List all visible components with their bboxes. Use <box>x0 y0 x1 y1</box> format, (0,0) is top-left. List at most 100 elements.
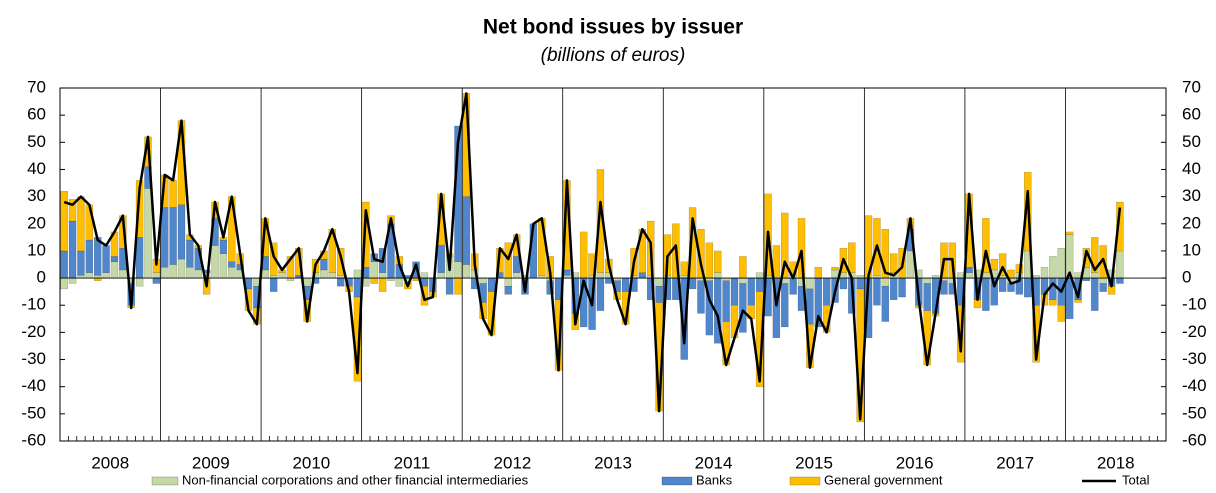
bar-segment <box>1065 231 1074 235</box>
bar-segment <box>462 264 471 279</box>
bar-segment <box>563 269 571 276</box>
legend-label: General government <box>824 472 943 487</box>
legend-label: Non-financial corporations and other fin… <box>182 472 529 487</box>
x-tick-label: 2012 <box>494 453 532 472</box>
y2-tick-label: -30 <box>1182 349 1207 368</box>
x-tick-label: 2008 <box>91 453 129 472</box>
x-tick-label: 2015 <box>795 453 833 472</box>
bar-segment <box>889 253 898 273</box>
y2-tick-label: 40 <box>1182 159 1201 178</box>
bar-segment <box>1099 283 1107 292</box>
bar-segment <box>228 267 236 279</box>
bar-segment <box>219 253 228 279</box>
bar-segment <box>1049 277 1057 301</box>
bar-segment <box>77 275 85 279</box>
bar-segment <box>420 272 429 279</box>
y-tick-label: 50 <box>27 132 46 151</box>
y2-tick-label: 10 <box>1182 240 1201 259</box>
bar-segment <box>194 269 202 279</box>
x-tick-label: 2014 <box>695 453 733 472</box>
bar-segment <box>462 196 471 265</box>
bar-segment <box>596 277 605 311</box>
bar-segment <box>1024 277 1032 298</box>
bar-segment <box>68 220 77 279</box>
bar-segment <box>1091 277 1099 311</box>
bar-segment <box>303 277 311 287</box>
bar-segment <box>219 239 228 254</box>
bar-segment <box>747 277 755 306</box>
bar-segment <box>705 277 714 281</box>
bar-segment <box>898 277 906 298</box>
y-tick-label: 70 <box>27 77 46 96</box>
bar-segment <box>680 261 688 276</box>
bar-segment <box>161 267 169 279</box>
bar-segment <box>538 275 546 279</box>
legend-label: Total <box>1122 472 1150 487</box>
bar-segment <box>1116 201 1124 252</box>
bar-segment <box>169 264 177 279</box>
bar-segment <box>856 275 864 279</box>
chart-subtitle: (billions of euros) <box>541 45 686 66</box>
bar-segment <box>1116 277 1124 284</box>
bar-segment <box>839 277 848 290</box>
bar-segment <box>739 283 747 333</box>
chart-title: Net bond issues by issuer <box>483 16 743 39</box>
bar-segment <box>739 277 747 284</box>
bar-segment <box>705 242 714 279</box>
bar-segment <box>152 272 161 279</box>
bar-segment <box>437 272 445 279</box>
legend-swatch <box>661 476 693 486</box>
bar-segment <box>479 277 487 284</box>
bar-segment <box>1065 277 1074 320</box>
bar-segment <box>60 250 68 279</box>
bar-segment <box>211 245 219 279</box>
bar-segment <box>110 256 119 262</box>
bar-segment <box>1099 277 1107 284</box>
bar-segment <box>169 207 177 265</box>
bar-segment <box>906 250 915 279</box>
bar-segment <box>1082 277 1091 281</box>
x-tick-label: 2018 <box>1097 453 1135 472</box>
bar-segment <box>655 286 663 303</box>
legend-swatch <box>789 476 821 486</box>
bar-segment <box>135 277 144 287</box>
bar-segment <box>923 277 931 284</box>
bar-segment <box>445 277 454 295</box>
x-tick-label: 2011 <box>394 453 431 472</box>
y-tick-label: 20 <box>27 213 46 232</box>
bar-segment <box>328 272 337 279</box>
bar-segment <box>998 253 1007 276</box>
bar-segment <box>1091 272 1099 279</box>
bar-segment <box>965 267 973 273</box>
legend-swatch <box>151 476 179 486</box>
y-tick-label: -50 <box>21 403 46 422</box>
bar-segment <box>1049 256 1057 279</box>
bar-segment <box>93 275 102 279</box>
y-tick-label: 60 <box>27 105 46 124</box>
bar-segment <box>68 199 77 222</box>
y2-tick-label: 20 <box>1182 213 1201 232</box>
y-tick-label: 40 <box>27 159 46 178</box>
bar-segment <box>613 277 621 281</box>
bar-segment <box>982 277 990 311</box>
y2-tick-label: 0 <box>1182 268 1191 287</box>
bar-segment <box>714 250 722 273</box>
bar-segment <box>378 272 387 279</box>
bar-segment <box>110 261 119 279</box>
bar-segment <box>881 277 890 287</box>
bar-segment <box>982 272 990 279</box>
y-tick-label: -40 <box>21 376 46 395</box>
bar-segment <box>755 272 764 279</box>
bar-segment <box>982 218 990 273</box>
y-tick-label: -60 <box>21 430 46 449</box>
bar-segment <box>269 277 278 292</box>
bar-segment <box>177 258 186 279</box>
bar-segment <box>848 242 856 273</box>
bar-segment <box>186 239 194 268</box>
bar-segment <box>504 286 512 295</box>
bar-segment <box>965 272 973 279</box>
bar-segment <box>504 277 512 287</box>
bar-segment <box>336 277 345 287</box>
bar-segment <box>873 277 881 306</box>
bar-segment <box>638 272 647 279</box>
